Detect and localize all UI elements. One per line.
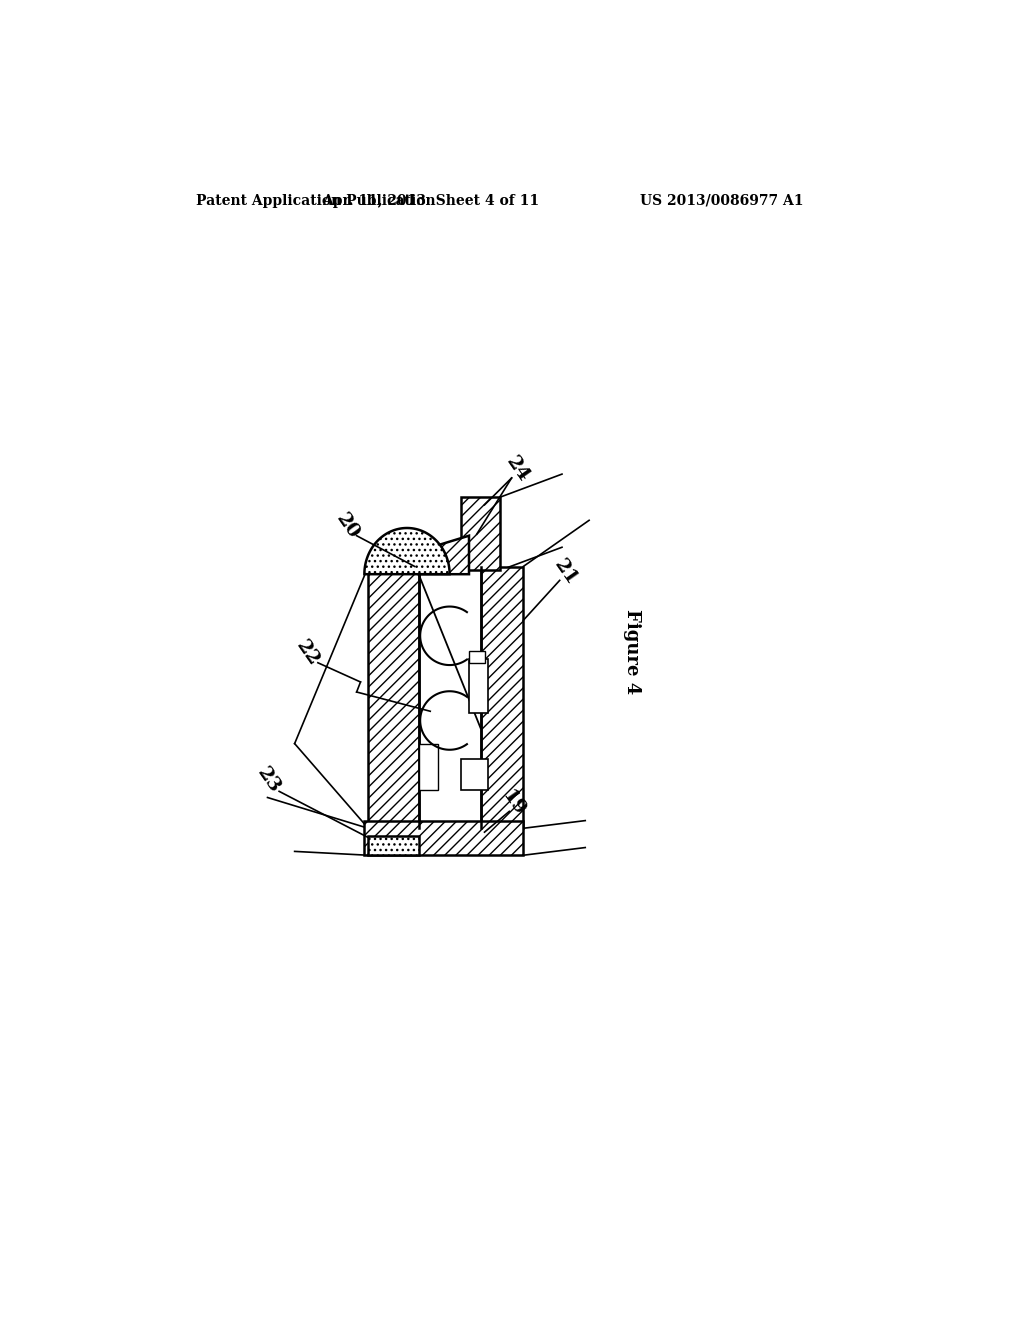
Polygon shape bbox=[419, 536, 469, 574]
Bar bbox=[469, 651, 484, 663]
Bar bbox=[480, 566, 523, 829]
Text: 23: 23 bbox=[254, 764, 285, 797]
Bar bbox=[461, 498, 500, 570]
Text: 21: 21 bbox=[551, 556, 581, 589]
Text: 19: 19 bbox=[499, 787, 529, 820]
Polygon shape bbox=[365, 528, 450, 574]
Bar bbox=[419, 743, 438, 789]
Bar bbox=[461, 759, 488, 789]
Text: Figure 4: Figure 4 bbox=[623, 609, 641, 694]
Text: Apr. 11, 2013  Sheet 4 of 11: Apr. 11, 2013 Sheet 4 of 11 bbox=[322, 194, 539, 207]
Bar bbox=[419, 566, 480, 829]
Bar bbox=[369, 836, 419, 855]
Text: 22: 22 bbox=[293, 638, 323, 669]
Bar bbox=[369, 566, 419, 829]
Text: 20: 20 bbox=[332, 511, 362, 543]
Text: Patent Application Publication: Patent Application Publication bbox=[197, 194, 436, 207]
Text: US 2013/0086977 A1: US 2013/0086977 A1 bbox=[640, 194, 803, 207]
Text: 24: 24 bbox=[502, 453, 532, 486]
Bar bbox=[365, 821, 523, 855]
Bar bbox=[469, 659, 488, 713]
